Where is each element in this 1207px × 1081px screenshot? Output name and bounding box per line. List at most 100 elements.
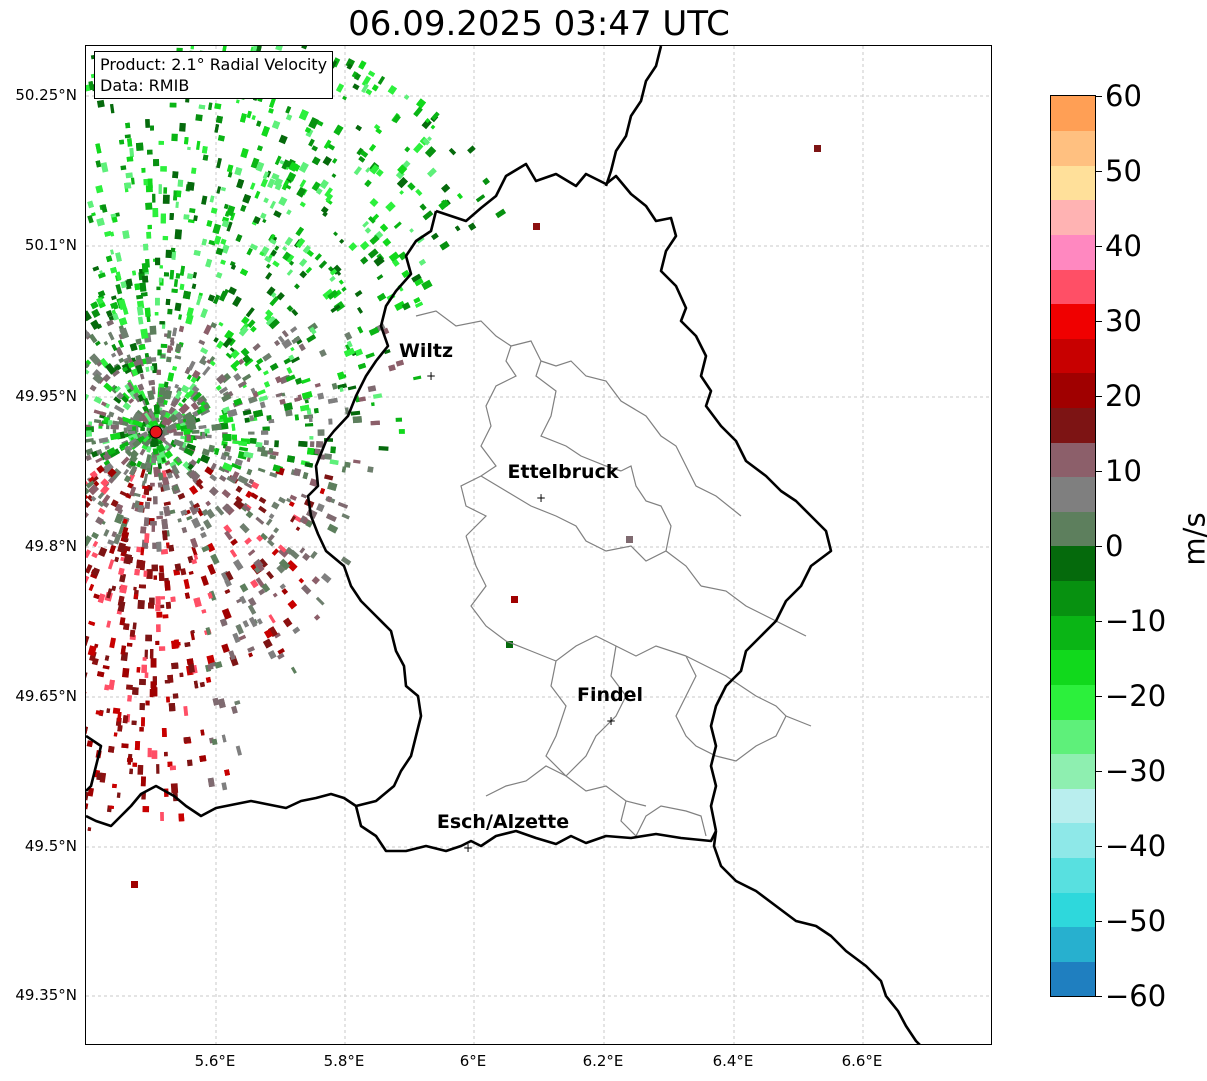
- radar-echo-pixel: [354, 289, 363, 298]
- radar-echo-pixel: [392, 114, 401, 124]
- radar-echo-pixel: [88, 583, 95, 592]
- radar-echo-pixel: [210, 322, 217, 329]
- radar-echo-pixel: [86, 310, 92, 322]
- radar-echo-pixel: [213, 294, 221, 305]
- radar-echo-pixel: [178, 813, 185, 822]
- radar-echo-pixel: [90, 319, 101, 330]
- radar-echo-pixel: [399, 190, 404, 195]
- radar-echo-pixel: [238, 326, 249, 337]
- radar-echo-pixel: [263, 440, 269, 446]
- radar-echo-pixel: [430, 124, 436, 130]
- radar-echo-pixel: [116, 792, 121, 798]
- radar-echo-pixel: [221, 734, 227, 743]
- radar-echo-pixel: [301, 391, 313, 400]
- radar-echo-pixel: [147, 149, 153, 155]
- radar-echo-pixel: [506, 641, 513, 648]
- radar-echo-pixel: [298, 343, 306, 352]
- radar-echo-pixel: [299, 201, 306, 208]
- radar-echo-pixel: [293, 164, 301, 172]
- radar-echo-pixel: [86, 328, 91, 338]
- radar-echo-pixel: [286, 172, 297, 182]
- radar-map[interactable]: + + + +: [85, 45, 992, 1045]
- radar-echo-pixel: [129, 465, 138, 476]
- radar-echo-pixel: [162, 614, 169, 619]
- radar-echo-pixel: [273, 210, 282, 218]
- radar-echo-pixel: [97, 507, 106, 515]
- radar-echo-pixel: [213, 337, 219, 343]
- radar-echo-pixel: [135, 364, 144, 375]
- radar-echo-pixel: [258, 558, 268, 568]
- radar-echo-pixel: [335, 83, 345, 93]
- radar-echo-pixel: [127, 430, 136, 435]
- radar-echo-pixel: [413, 375, 422, 381]
- radar-echo-pixel: [87, 645, 97, 657]
- radar-echo-pixel: [165, 249, 173, 259]
- radar-echo-pixel: [203, 324, 212, 335]
- radar-echo-pixel: [204, 466, 214, 476]
- radar-echo-pixel: [302, 245, 311, 254]
- radar-echo-pixel: [416, 98, 427, 109]
- radar-echo-pixel: [86, 549, 92, 559]
- radar-echo-pixel: [227, 171, 233, 178]
- radar-echo-pixel: [147, 602, 154, 609]
- radar-echo-pixel: [117, 508, 124, 515]
- radar-echo-pixel: [371, 84, 379, 92]
- radar-echo-pixel: [304, 127, 312, 134]
- radar-echo-pixel: [224, 579, 232, 587]
- radar-echo-pixel: [86, 726, 88, 735]
- radar-echo-pixel: [101, 204, 108, 213]
- radar-echo-pixel: [233, 372, 242, 382]
- radar-echo-pixel: [162, 399, 168, 406]
- radar-echo-pixel: [456, 192, 463, 200]
- radar-echo-pixel: [242, 620, 250, 628]
- colorbar-segment: [1051, 338, 1095, 374]
- radar-echo-pixel: [287, 599, 298, 610]
- radar-echo-pixel: [171, 640, 179, 650]
- radar-echo-pixel: [266, 415, 272, 421]
- radar-echo-pixel: [262, 426, 270, 432]
- radar-echo-pixel: [123, 427, 128, 434]
- radar-echo-pixel: [220, 238, 227, 245]
- radar-echo-pixel: [171, 288, 178, 294]
- radar-echo-pixel: [104, 230, 112, 237]
- radar-echo-pixel: [186, 181, 195, 191]
- radar-site-marker[interactable]: [149, 425, 163, 439]
- radar-echo-pixel: [293, 468, 302, 477]
- radar-echo-pixel: [218, 465, 226, 473]
- radar-echo-pixel: [341, 286, 347, 292]
- radar-echo-pixel: [163, 272, 169, 277]
- radar-echo-pixel: [86, 500, 91, 509]
- lat-tick-label: 49.35°N: [15, 986, 77, 1004]
- radar-echo-pixel: [122, 402, 132, 411]
- radar-echo-pixel: [170, 401, 178, 408]
- radar-echo-pixel: [151, 454, 156, 458]
- radar-echo-pixel: [304, 399, 309, 404]
- radar-echo-pixel: [299, 270, 308, 279]
- radar-echo-pixel: [119, 327, 129, 339]
- radar-echo-pixel: [205, 500, 211, 507]
- radar-echo-pixel: [174, 229, 183, 240]
- radar-echo-pixel: [115, 283, 123, 295]
- radar-echo-pixel: [149, 325, 157, 335]
- radar-echo-pixel: [142, 435, 150, 443]
- radar-echo-pixel: [162, 530, 168, 541]
- colorbar-segment: [1051, 926, 1095, 962]
- radar-echo-pixel: [139, 282, 147, 292]
- radar-echo-pixel: [196, 478, 204, 486]
- radar-echo-pixel: [150, 482, 155, 487]
- radar-echo-pixel: [107, 468, 117, 478]
- radar-echo-pixel: [210, 553, 220, 565]
- radar-echo-pixel: [121, 416, 132, 424]
- radar-echo-pixel: [251, 115, 256, 121]
- radar-echo-pixel: [193, 249, 201, 257]
- radar-echo-pixel: [145, 366, 150, 372]
- radar-echo-pixel: [151, 437, 159, 447]
- radar-echo-pixel: [277, 335, 285, 344]
- radar-echo-pixel: [267, 650, 277, 660]
- radar-echo-pixel: [375, 168, 384, 177]
- radar-echo-pixel: [295, 526, 301, 531]
- radar-echo-pixel: [193, 597, 202, 608]
- radar-echo-pixel: [188, 663, 195, 673]
- radar-echo-pixel: [339, 387, 344, 392]
- radar-echo-pixel: [163, 187, 168, 194]
